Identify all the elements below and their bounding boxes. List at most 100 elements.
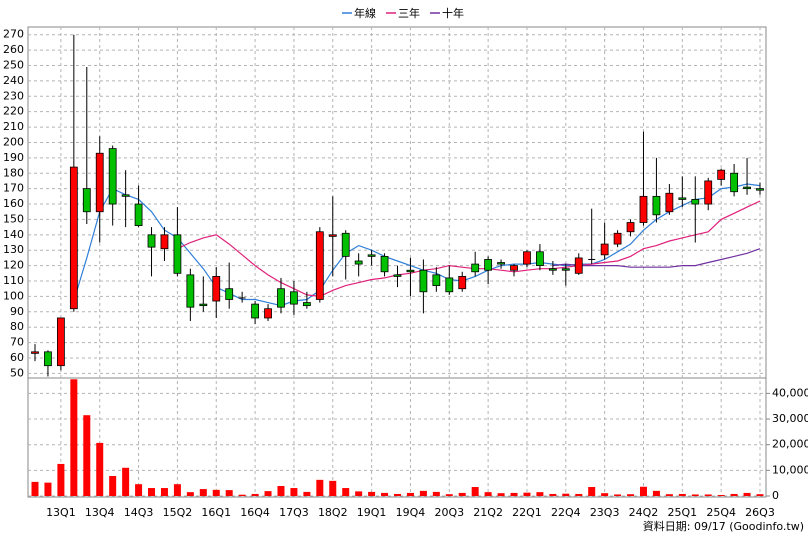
candle-body xyxy=(523,251,531,265)
volume-bar xyxy=(639,486,647,496)
candle-body xyxy=(147,234,156,248)
candle-body xyxy=(626,222,635,233)
candle-body xyxy=(471,263,480,273)
y-tick-label: 190 xyxy=(3,151,24,164)
candle-body xyxy=(613,232,622,245)
candle-body xyxy=(69,166,78,310)
legend-label: 年線 xyxy=(354,6,376,20)
y2-tick-label: 30,000 xyxy=(772,412,808,425)
legend-label: 十年 xyxy=(442,6,464,20)
candle-body xyxy=(639,195,648,223)
volume-bar xyxy=(588,487,596,496)
volume-bar xyxy=(601,493,609,496)
volume-bar xyxy=(471,487,479,496)
candle-body xyxy=(678,197,687,200)
volume-bar xyxy=(355,491,363,496)
y-tick-label: 240 xyxy=(3,74,24,87)
x-tick-label: 13Q1 xyxy=(46,506,76,519)
candle-body xyxy=(82,188,91,213)
volume-bar xyxy=(432,491,440,496)
volume-bar xyxy=(678,493,686,496)
x-tick-label: 18Q2 xyxy=(318,506,348,519)
volume-bar xyxy=(57,463,65,496)
x-tick-label: 20Q3 xyxy=(434,506,464,519)
y-tick-label: 200 xyxy=(3,135,24,148)
volume-bar xyxy=(704,494,712,496)
volume-bar xyxy=(148,488,156,496)
candle-body xyxy=(484,259,493,271)
x-tick-label: 16Q4 xyxy=(240,506,270,519)
volume-bar xyxy=(510,492,518,496)
candle-body xyxy=(134,203,143,226)
volume-bar xyxy=(173,484,181,496)
y-tick-label: 260 xyxy=(3,43,24,56)
candle-body xyxy=(225,288,234,300)
volume-bar xyxy=(497,493,505,496)
x-tick-label: 15Q2 xyxy=(163,506,193,519)
volume-bar xyxy=(83,415,91,496)
y-tick-label: 160 xyxy=(3,197,24,210)
volume-bar xyxy=(96,442,104,496)
y2-tick-label: 0 xyxy=(772,489,779,502)
candle-body xyxy=(354,260,363,265)
volume-bar xyxy=(70,379,78,496)
candle-body xyxy=(536,251,544,267)
y-tick-label: 60 xyxy=(10,351,24,364)
candle-body xyxy=(367,254,376,257)
volume-bar xyxy=(523,492,531,496)
volume-bar xyxy=(160,488,168,496)
volume-bar xyxy=(458,492,466,496)
volume-bar xyxy=(342,488,350,496)
volume-bar xyxy=(186,492,194,496)
volume-bar xyxy=(122,467,130,496)
volume-bar xyxy=(251,493,259,496)
y-tick-label: 70 xyxy=(10,336,24,349)
volume-bar xyxy=(549,493,557,496)
volume-bar xyxy=(756,494,764,496)
candle-body xyxy=(44,351,52,367)
candle-body xyxy=(548,268,557,271)
x-tick-label: 22Q4 xyxy=(551,506,581,519)
volume-bar xyxy=(730,493,738,496)
x-tick-label: 19Q4 xyxy=(396,506,426,519)
x-tick-label: 24Q2 xyxy=(629,506,659,519)
candle-body xyxy=(445,277,454,293)
volume-bar xyxy=(665,494,673,496)
volume-bar xyxy=(445,494,453,496)
y2-tick-label: 40,000 xyxy=(772,386,808,399)
volume-bar xyxy=(238,494,246,496)
y-tick-label: 100 xyxy=(3,289,24,302)
candle-body xyxy=(290,291,298,305)
volume-bar xyxy=(277,485,285,496)
volume-bar xyxy=(743,492,751,496)
ma-line xyxy=(73,183,761,307)
x-tick-label: 16Q1 xyxy=(201,506,231,519)
candle-body xyxy=(756,188,764,191)
candle-body xyxy=(717,169,726,180)
candle-body xyxy=(328,234,337,237)
candle-body xyxy=(406,269,415,273)
x-tick-label: 26Q3 xyxy=(745,506,775,519)
candle-body xyxy=(510,265,518,271)
x-tick-label: 14Q3 xyxy=(124,506,154,519)
candle-body xyxy=(730,172,739,193)
volume-bar xyxy=(627,494,635,496)
candle-body xyxy=(173,234,182,274)
y-tick-label: 220 xyxy=(3,105,24,118)
y-tick-label: 230 xyxy=(3,89,24,102)
y-tick-label: 210 xyxy=(3,120,24,133)
candle-body xyxy=(341,232,350,257)
volume-bar xyxy=(562,493,570,496)
candle-body xyxy=(264,308,272,319)
candle-body xyxy=(380,255,389,273)
ma-line xyxy=(177,200,761,298)
y-tick-label: 80 xyxy=(10,320,24,333)
x-tick-label: 23Q3 xyxy=(590,506,620,519)
x-tick-label: 25Q4 xyxy=(706,506,736,519)
candle-body xyxy=(315,231,324,300)
volume-bar xyxy=(536,492,544,496)
volume-bar xyxy=(212,489,220,496)
candle-body xyxy=(574,257,583,274)
volume-bar xyxy=(575,493,583,496)
volume-bar xyxy=(316,479,324,496)
